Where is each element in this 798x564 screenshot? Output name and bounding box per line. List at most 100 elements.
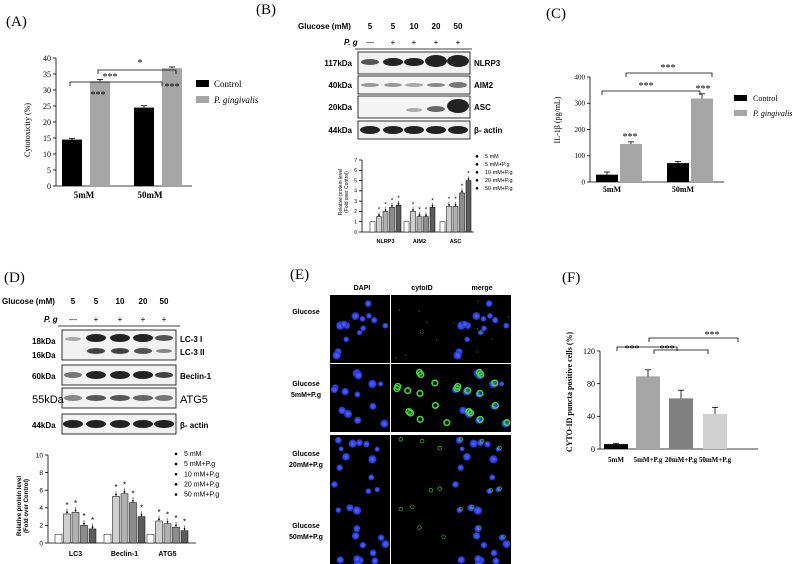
panel-a-chart: Cytotoxicity (%) 0 5 10 15 20 25 30 35 40 5mM 50…	[23, 54, 259, 200]
panel-f-bar-3	[703, 413, 727, 449]
panel-c-ytick-3: 300	[575, 100, 586, 108]
panel-c-bracket-1	[601, 90, 701, 95]
panel-d-bar-0-0	[54, 533, 63, 544]
panel-d-bar-2-1	[120, 493, 129, 544]
panel-b-bar-3-0	[389, 207, 395, 233]
panel-b-ylabel2: (Fold over Control)	[344, 171, 350, 213]
panel-a-ylabel: Cytotoxicity (%)	[23, 103, 32, 157]
panel-d-star-3-0: *	[82, 512, 85, 521]
panel-b-bar-1-2	[446, 206, 452, 233]
panel-d-protein-0b: LC-3 II	[180, 348, 204, 357]
panel-b-bar-2-2	[452, 206, 459, 233]
panel-b-legend-1: 5 mM+P.g	[485, 162, 510, 168]
panel-c-legend-control: Control	[753, 94, 778, 103]
panel-a-ytick-4: 20	[43, 118, 51, 127]
panel-f-bar-2	[669, 398, 693, 449]
panel-a-bracket-2	[97, 69, 177, 74]
panel-d-legend-0: 5 mM	[184, 451, 202, 458]
panel-a-bar-1-0	[90, 81, 110, 186]
panel-d-bar-4-2	[180, 530, 189, 544]
panel-d-kda-1: 60kDa	[32, 372, 56, 381]
panel-e-tile-0-1	[391, 295, 451, 363]
panel-e-row-2-line2: 20mM+P.g	[289, 462, 323, 469]
panel-d-ytick-3: 6	[39, 487, 43, 494]
panel-f-bracket-2	[653, 349, 709, 354]
panel-a-ytick-0: 0	[47, 182, 51, 191]
panel-a-ytick-3: 15	[43, 134, 51, 143]
panel-b-legend-marker-4	[475, 186, 479, 190]
panel-d-bar-3-1	[129, 502, 137, 544]
panel-b-protein-0: NLRP3	[474, 59, 501, 68]
panel-b-bands	[360, 55, 469, 134]
panel-b-kda-0: 117kDa	[324, 59, 352, 68]
panel-a-legend-swatch-pg	[196, 96, 209, 103]
panel-b-bar-2-1	[416, 216, 423, 233]
panel-f-ytick-3: 120	[583, 347, 595, 356]
panel-a-bar-1-1	[162, 68, 182, 186]
panel-d-bands	[63, 334, 174, 428]
panel-d-xtick-1: Beclin-1	[111, 551, 138, 558]
panel-b-star-3-1: *	[425, 207, 428, 214]
panel-b-star-1-0: *	[378, 207, 381, 214]
panel-b-xtick-0: NLRP3	[376, 239, 394, 245]
panel-b-xtick-2: ASC	[450, 239, 462, 245]
panel-b-ytick-1: 1	[354, 219, 357, 225]
panel-d-glucose-4: 50	[160, 297, 169, 306]
panel-b-ytick-0: 0	[354, 230, 357, 236]
panel-c-ytick-4: 400	[575, 73, 586, 81]
panel-d-kda-0: 18kDa	[32, 337, 56, 346]
panel-e-row-1-line1: Glucose	[292, 381, 320, 388]
panel-b-ytick-3: 3	[354, 199, 357, 205]
panel-e-col-dapi: DAPI	[354, 285, 371, 292]
panel-d-xtick-0: LC3	[69, 551, 82, 558]
panel-d-glucose-0: 5	[71, 297, 76, 306]
panel-a-bar-0-0	[62, 139, 82, 186]
panel-a-legend-control: Control	[214, 79, 242, 89]
panel-b-bar-0-0	[369, 221, 376, 233]
panel-e-row-3-line1: Glucose	[292, 523, 320, 530]
panel-d-kda-2: 55kDa	[32, 394, 65, 406]
panel-b-ytick-5: 5	[354, 178, 357, 184]
panel-c-sig-1: ***	[639, 81, 654, 92]
panel-d-glucose-2: 10	[116, 297, 125, 306]
panel-a-ytick-1: 5	[47, 166, 51, 175]
panel-a-ytick-7: 35	[43, 70, 51, 79]
panel-d-star-4-0: *	[91, 516, 94, 525]
panel-b-legend-marker-3	[475, 178, 479, 182]
panel-b-bar-4-2	[465, 180, 472, 233]
panel-f-xtick-0: 5mM	[608, 456, 624, 464]
panel-b-pg-2: +	[412, 38, 417, 47]
panel-f-ytick-0: 0	[591, 445, 595, 454]
panel-b-bar-0-2	[439, 221, 446, 233]
panel-b-star-4-2: *	[467, 171, 470, 178]
panel-d-protein-0: LC-3 I	[180, 335, 202, 344]
panel-d-legend-4: 50 mM+P.g	[184, 492, 219, 499]
panel-c-bar-1-0	[620, 143, 642, 182]
panel-a-bracket-1	[69, 81, 163, 86]
panel-c-chart: IL-1β (pg/mL) 0 100 200 300 400 5mM 50mM ***…	[553, 63, 792, 194]
panel-b-chart: Relative protein level (Fold over Contro…	[338, 154, 513, 245]
panel-d-legend-marker-0	[174, 452, 178, 456]
panel-b-star-4-1: *	[431, 197, 434, 204]
panel-f-sig-3: ***	[705, 330, 720, 341]
panel-e-tile-3-1	[391, 502, 451, 564]
panel-b-glucose-2: 10	[410, 22, 419, 31]
panel-d-bar-2-2	[163, 523, 172, 544]
panel-a-sig-4: ***	[165, 82, 180, 93]
panel-f-label: (F)	[562, 270, 580, 286]
panel-b-glucose-4: 50	[454, 22, 463, 31]
panel-d-star-3-2: *	[174, 514, 177, 523]
panel-c-label: (C)	[546, 6, 566, 22]
panel-d-legend-marker-1	[174, 462, 178, 466]
panel-d-kda-0b: 16kDa	[32, 351, 56, 360]
panel-b-ytick-2: 2	[354, 209, 357, 215]
panel-a-legend-swatch-control	[196, 80, 209, 87]
panel-d-glucose-label: Glucose (mM)	[2, 297, 55, 306]
panel-f-sig-2: ***	[660, 344, 675, 355]
panel-b-star-3-0: *	[391, 197, 394, 204]
panel-d-star-1-1: *	[114, 483, 117, 492]
panel-d-bar-4-0	[88, 528, 97, 544]
panel-b-bar-2-0	[382, 211, 389, 233]
panel-b-legend-3: 20 mM+P.g	[485, 178, 513, 184]
